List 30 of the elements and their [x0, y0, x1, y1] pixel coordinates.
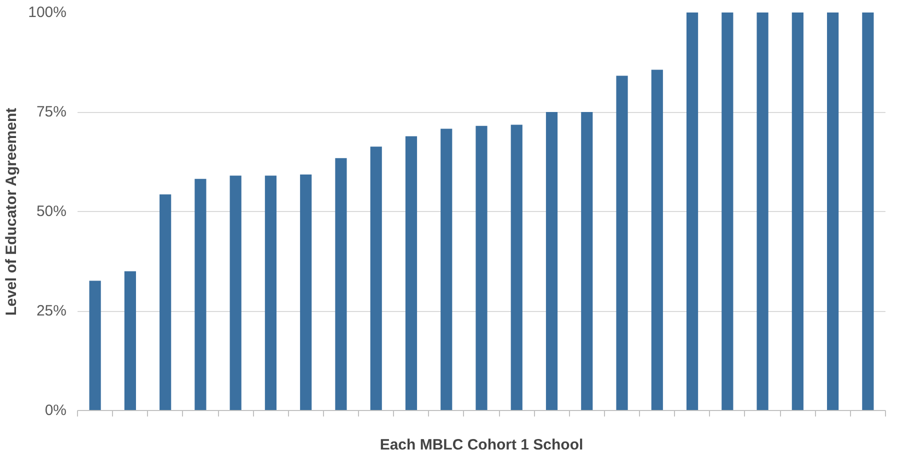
bar — [194, 178, 206, 410]
x-axis-title: Each MBLC Cohort 1 School — [380, 436, 584, 454]
y-axis-title: Level of Educator Agreement — [3, 108, 20, 316]
y-tick-label: 25% — [36, 302, 67, 320]
bar — [616, 76, 628, 410]
bar — [792, 12, 804, 410]
bar — [510, 124, 522, 410]
bar — [300, 174, 312, 410]
bar — [264, 176, 277, 410]
y-tick-label: 50% — [36, 203, 67, 220]
bar — [440, 128, 452, 410]
y-tick-label: 0% — [44, 402, 67, 419]
bar — [651, 70, 663, 410]
bar — [862, 12, 874, 410]
bar — [546, 112, 558, 410]
bar — [124, 271, 136, 410]
bar — [581, 112, 593, 410]
bar — [686, 12, 698, 410]
bar — [827, 12, 839, 410]
bar — [722, 12, 734, 410]
y-tick-label: 75% — [36, 104, 67, 120]
bar — [160, 194, 172, 410]
bar — [405, 136, 418, 410]
bar — [756, 12, 768, 410]
bar — [476, 126, 488, 410]
y-tick-label: 100% — [28, 4, 67, 21]
bar — [370, 146, 382, 410]
bar — [335, 158, 347, 410]
bar — [89, 280, 101, 410]
bar — [230, 176, 242, 410]
